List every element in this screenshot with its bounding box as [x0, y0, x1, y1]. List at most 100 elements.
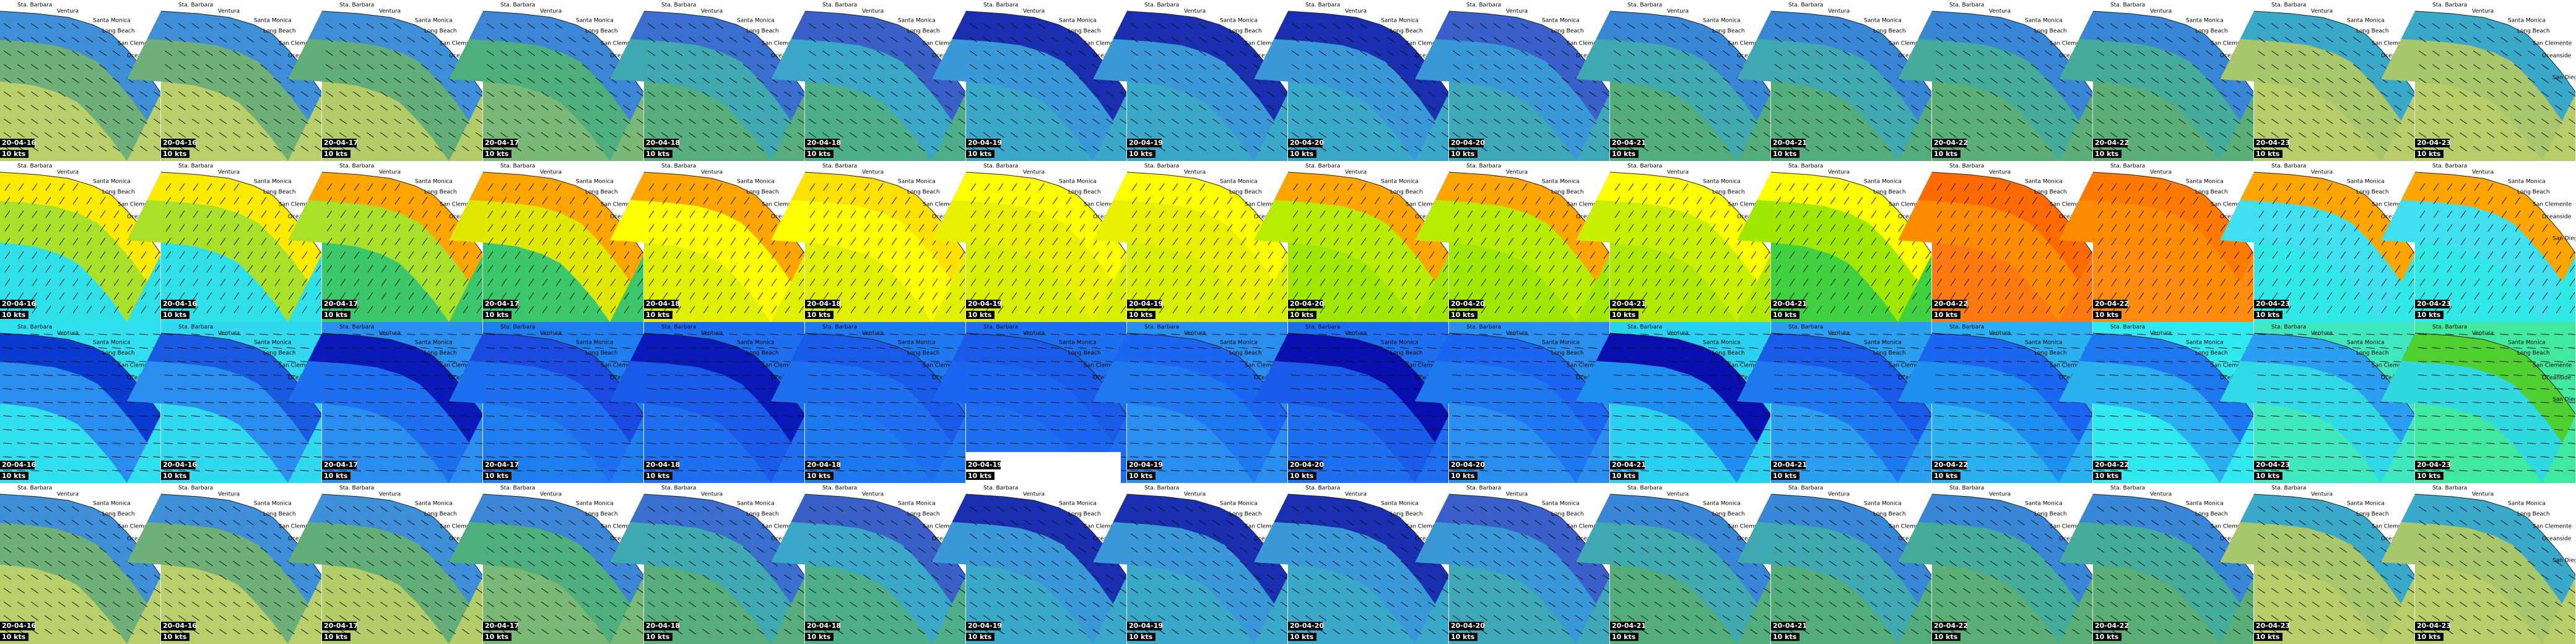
wind-arrow [569, 196, 575, 205]
place-label: Sta. Barbara [661, 324, 696, 331]
date-label: 20-04-22 [2095, 139, 2129, 147]
wind-arrow [661, 37, 669, 43]
wind-arrow [367, 183, 373, 191]
wind-arrow [422, 210, 428, 219]
wind-arrow [1386, 118, 1395, 124]
wind-arrow [1333, 278, 1339, 287]
wind-arrow [1576, 292, 1582, 300]
wind-arrow [903, 77, 912, 84]
wind-arrow [568, 91, 577, 97]
wind-arrow [1225, 146, 1234, 152]
wind-arrow [1010, 77, 1019, 84]
wind-arrow [1829, 77, 1837, 84]
wind-arrow [2272, 278, 2278, 287]
wind-arrow [2018, 292, 2024, 300]
wind-arrow [689, 251, 695, 259]
wind-arrow [1494, 264, 1500, 273]
land [2415, 161, 2576, 254]
wind-arrow [1642, 196, 1648, 205]
wind-arrow [624, 264, 630, 273]
wind-arrow [100, 305, 106, 314]
date-box [2254, 139, 2289, 147]
wind-arrow [932, 251, 938, 259]
wind-arrow [1359, 23, 1368, 29]
wind-arrow [1119, 132, 1128, 138]
wind-arrow [917, 146, 926, 152]
wind-arrow [139, 105, 148, 111]
wind-arrow [809, 278, 816, 287]
wind-arrow [918, 210, 925, 219]
wind-arrow [1935, 105, 1944, 111]
wind-arrow [946, 305, 952, 314]
wind-arrow [864, 237, 870, 246]
wind-arrow [354, 278, 360, 287]
place-label: Oceanside [2542, 53, 2572, 59]
wind-arrow [2325, 105, 2334, 111]
wind-arrow [17, 50, 25, 56]
wind-arrow [1561, 146, 1570, 152]
wind-arrow [1561, 105, 1570, 111]
wind-arrow [84, 388, 94, 390]
wind-arrow [1935, 50, 1944, 56]
wind-arrow [1494, 292, 1500, 300]
wind-arrow [554, 64, 563, 70]
wind-arrow [1681, 37, 1690, 43]
wind-arrow [541, 23, 549, 29]
wind-arrow [1803, 292, 1809, 300]
wind-arrow [1830, 264, 1836, 273]
wind-arrow [730, 237, 736, 246]
wind-arrow [17, 64, 25, 70]
wind-arrow [2447, 264, 2453, 273]
wind-arrow [1898, 305, 1904, 314]
wind-arrow [1668, 50, 1676, 56]
wind-arrow [300, 105, 309, 111]
wind-arrow [354, 183, 360, 191]
wind-arrow [1669, 210, 1675, 219]
wind-arrow [1681, 91, 1690, 97]
wind-arrow [1869, 50, 1878, 56]
wind-arrow [1186, 264, 1192, 273]
wind-arrow [112, 91, 121, 97]
wind-arrow [2380, 132, 2388, 138]
wind-arrow [1990, 91, 1998, 97]
wind-arrow [1737, 224, 1743, 232]
wind-arrow [1305, 64, 1313, 70]
wind-arrow [1281, 292, 1287, 300]
place-label: Santa Monica [737, 179, 775, 185]
wind-arrow [1696, 237, 1702, 246]
wind-arrow [408, 210, 414, 219]
place-label: Santa Monica [898, 18, 936, 24]
wind-arrow [2059, 264, 2065, 273]
scale-box [644, 150, 672, 158]
wind-arrow [1157, 50, 1166, 56]
wind-arrow [2257, 105, 2266, 111]
wind-arrow [2500, 91, 2509, 97]
wind-arrow [232, 37, 241, 43]
wind-arrow [2125, 183, 2131, 191]
wind-arrow [2340, 224, 2346, 232]
wind-arrow [1990, 118, 1998, 124]
wind-arrow [1950, 224, 1956, 232]
wind-arrow [1305, 37, 1313, 43]
wind-arrow [742, 77, 751, 84]
wind-arrow [2165, 251, 2172, 259]
wind-arrow [864, 210, 870, 219]
wind-arrow [1668, 118, 1676, 124]
wind-arrow [2004, 264, 2011, 273]
wind-arrow [528, 224, 534, 232]
wind-arrow [1374, 278, 1380, 287]
wind-arrow [2395, 305, 2401, 314]
wind-arrow [2272, 292, 2278, 300]
wind-arrow [1225, 37, 1234, 43]
wind-arrow [367, 196, 373, 205]
wind-arrow [2432, 50, 2440, 56]
wind-arrow [2123, 37, 2132, 43]
place-label: San Clemente [1245, 41, 1284, 47]
wind-arrow [1588, 118, 1597, 124]
wind-arrow [996, 23, 1005, 29]
wind-arrow [1400, 50, 1409, 56]
wind-arrow [1159, 264, 1165, 273]
wind-arrow [1763, 105, 1772, 111]
wind-arrow [676, 183, 682, 191]
wind-arrow [877, 264, 884, 273]
